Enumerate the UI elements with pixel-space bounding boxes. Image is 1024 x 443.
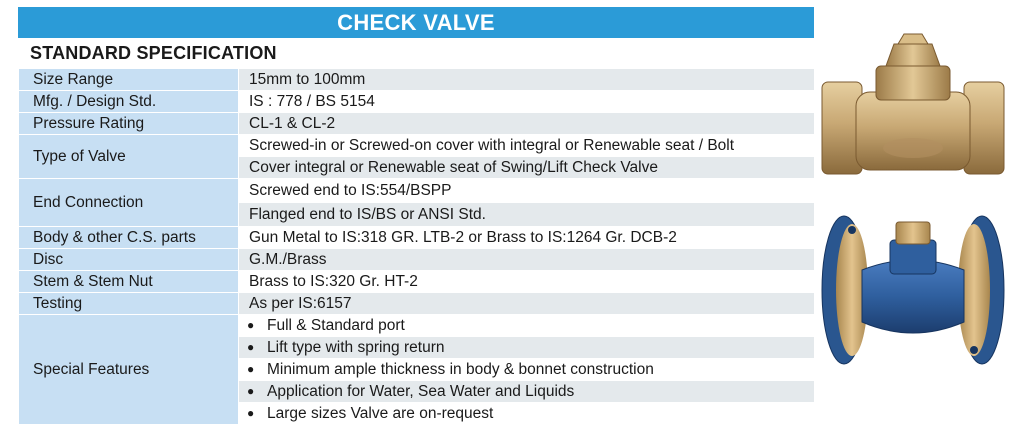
spec-label: Mfg. / Design Std. <box>18 90 239 113</box>
table-row: Type of Valve Screwed-in or Screwed-on c… <box>18 134 815 179</box>
spec-label: Special Features <box>18 314 239 425</box>
bullet-icon: ● <box>247 339 255 354</box>
spec-label: Disc <box>18 248 239 271</box>
feature-text: Lift type with spring return <box>267 338 445 356</box>
feature-item: ● Minimum ample thickness in body & bonne… <box>238 358 815 381</box>
page-title: CHECK VALVE <box>337 9 495 35</box>
spec-table: Size Range 15mm to 100mm Mfg. / Design S… <box>18 68 815 425</box>
feature-item: ● Application for Water, Sea Water and Li… <box>238 380 815 403</box>
flanged-check-valve-image <box>821 215 1005 365</box>
spec-label: Testing <box>18 292 239 315</box>
spec-value: Screwed-in or Screwed-on cover with inte… <box>238 134 815 157</box>
table-row: Special Features ● Full & Standard port <box>18 314 815 425</box>
spec-value: Brass to IS:320 Gr. HT-2 <box>238 270 815 293</box>
spec-label: Size Range <box>18 68 239 91</box>
table-row: Size Range 15mm to 100mm <box>18 68 815 91</box>
spec-value: Cover integral or Renewable seat of Swin… <box>238 156 815 179</box>
feature-text: Full & Standard port <box>267 316 405 334</box>
spec-value: Screwed end to IS:554/BSPP <box>238 178 815 203</box>
table-row: ● Large sizes Valve are on-request <box>19 402 815 425</box>
bullet-icon: ● <box>247 361 255 376</box>
spec-label: Body & other C.S. parts <box>18 226 239 249</box>
table-row: End Connection Screwed end to IS:554/BSP… <box>18 178 815 227</box>
spec-label: Pressure Rating <box>18 112 239 135</box>
spec-value: As per IS:6157 <box>238 292 815 315</box>
table-row: ● Lift type with spring return <box>19 336 815 359</box>
feature-text: Minimum ample thickness in body & bonnet… <box>267 360 654 378</box>
feature-text: Large sizes Valve are on-request <box>267 404 494 422</box>
spec-value: G.M./Brass <box>238 248 815 271</box>
table-row: Testing As per IS:6157 <box>18 292 815 315</box>
feature-item: ● Full & Standard port <box>238 314 815 337</box>
table-row: ● Application for Water, Sea Water and Li… <box>19 380 815 403</box>
spec-label: Stem & Stem Nut <box>18 270 239 293</box>
table-row: Mfg. / Design Std. IS : 778 / BS 5154 <box>18 90 815 113</box>
feature-text: Application for Water, Sea Water and Liq… <box>267 382 575 400</box>
title-banner: CHECK VALVE <box>18 7 814 38</box>
section-heading: STANDARD SPECIFICATION <box>30 43 277 63</box>
spec-value: IS : 778 / BS 5154 <box>238 90 815 113</box>
table-row: Disc G.M./Brass <box>18 248 815 271</box>
bronze-check-valve-image <box>821 33 1005 175</box>
spec-value: Flanged end to IS/BS or ANSI Std. <box>238 202 815 227</box>
spec-value: 15mm to 100mm <box>238 68 815 91</box>
table-row: Stem & Stem Nut Brass to IS:320 Gr. HT-2 <box>18 270 815 293</box>
bullet-icon: ● <box>247 405 255 420</box>
bullet-icon: ● <box>247 383 255 398</box>
bullet-icon: ● <box>247 317 255 332</box>
feature-item: ● Large sizes Valve are on-request <box>238 402 815 425</box>
table-row: Pressure Rating CL-1 & CL-2 <box>18 112 815 135</box>
spec-value: CL-1 & CL-2 <box>238 112 815 135</box>
table-row: Cover integral or Renewable seat of Swin… <box>19 156 815 179</box>
table-row: Body & other C.S. parts Gun Metal to IS:… <box>18 226 815 249</box>
feature-item: ● Lift type with spring return <box>238 336 815 359</box>
spec-label: End Connection <box>18 178 239 227</box>
spec-label: Type of Valve <box>18 134 239 179</box>
spec-value: Gun Metal to IS:318 GR. LTB-2 or Brass t… <box>238 226 815 249</box>
